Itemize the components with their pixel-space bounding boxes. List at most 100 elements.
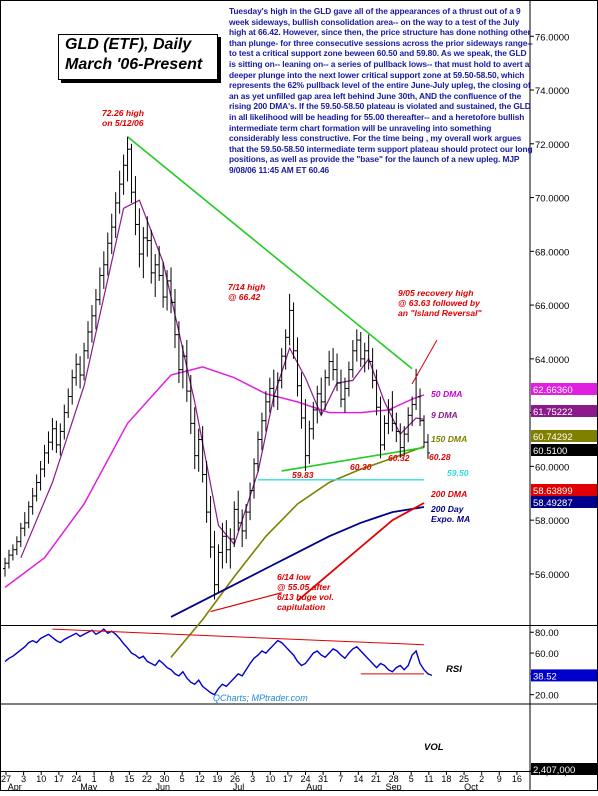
rsi-last-value: 38.52 [533, 671, 557, 682]
ohlc-bar [161, 262, 166, 308]
ohlc-bar [184, 340, 189, 402]
x-month-label: Apr [8, 782, 22, 791]
ohlc-bar [279, 348, 284, 389]
last-value-label: 62.66360 [533, 385, 573, 396]
x-tick-label: 16 [512, 774, 522, 784]
annotation-recovery-pointer [411, 339, 438, 385]
ohlc-bar [18, 522, 23, 548]
ohlc-bar [157, 245, 162, 281]
rsi-trendline [52, 628, 425, 646]
ohlc-bar [259, 412, 264, 451]
last-value-box [531, 484, 597, 496]
ohlc-bar [109, 213, 114, 255]
x-tick-label: 10 [36, 774, 46, 784]
ohlc-bar [70, 369, 75, 405]
x-tick-label: 22 [142, 774, 152, 784]
ohlc-bar [224, 520, 229, 564]
ohlc-bar [30, 487, 35, 515]
chart-title-line-1: GLD (ETF), Daily [65, 36, 192, 53]
last-value-label: 60.74292 [533, 432, 573, 443]
ohlc-bar [263, 391, 268, 432]
ohlc-bar [342, 377, 347, 413]
ohlc-bar [34, 474, 39, 502]
ohlc-bar [287, 293, 292, 346]
ohlc-bar [78, 356, 83, 389]
ohlc-bar [422, 415, 426, 448]
annotation-high-0512: 72.26 high [102, 108, 144, 118]
x-tick-label: 2 [479, 774, 484, 784]
ohlc-bar [74, 353, 79, 386]
ohlc-bar [228, 528, 233, 569]
green-downtrend-line [127, 136, 413, 370]
x-tick-label: 8 [109, 774, 114, 784]
ohlc-bar [145, 216, 150, 257]
label-rsi: RSI [446, 664, 462, 675]
ohlc-bar [350, 340, 355, 378]
ohlc-bar [402, 426, 407, 456]
ohlc-bar [291, 302, 296, 359]
ohlc-bar [327, 350, 332, 386]
price-y-tick-label: 64.0000 [535, 355, 569, 366]
rsi-last-value-box [531, 669, 597, 682]
ohlc-bar [149, 229, 154, 284]
analyst-commentary: Tuesday's high in the GLD gave all of th… [229, 6, 533, 175]
ohlc-bar [3, 557, 7, 577]
x-tick-label: 24 [71, 774, 81, 784]
price-y-tick-label: 60.0000 [535, 462, 569, 473]
ohlc-bar [38, 461, 43, 491]
ohlc-bar [271, 369, 276, 408]
vol-last-value-box [531, 763, 597, 775]
ohlc-bar [101, 251, 106, 289]
ohlc-bar [172, 288, 177, 349]
ohlc-bar [6, 549, 11, 569]
annotation-low-0614: 6/13 huge vol. [277, 592, 334, 602]
x-tick-label: 1 [92, 774, 97, 784]
ohlc-bar [295, 337, 300, 397]
x-tick-label: 27 [1, 774, 11, 784]
ohlc-bar [299, 372, 304, 429]
last-value-label: 58.63899 [533, 486, 573, 497]
label-6028: 60.28 [429, 452, 451, 462]
annotation-low-0614: capitulation [277, 602, 325, 612]
rsi-y-tick-label: 20.00 [535, 691, 559, 702]
label-50-dma: 50 DMA [431, 389, 463, 399]
ohlc-bar [137, 208, 142, 268]
x-tick-label: 15 [124, 774, 134, 784]
price-y-tick-label: 68.0000 [535, 247, 569, 258]
annotation-recovery-high: 9/05 recovery high [398, 288, 473, 298]
ohlc-bar [358, 331, 363, 367]
x-tick-label: 26 [230, 774, 240, 784]
rsi-y-tick-label: 80.00 [535, 628, 559, 639]
ohlc-bar [232, 501, 237, 548]
x-tick-label: 7 [338, 774, 343, 784]
ohlc-bar [188, 374, 193, 435]
ohlc-bar [319, 377, 324, 416]
ohlc-bar [153, 254, 158, 298]
ohlc-bar [141, 227, 146, 279]
last-value-box [531, 496, 597, 508]
x-tick-label: 11 [424, 774, 433, 784]
chart-title-box: GLD (ETF), Daily March '06-Present [58, 34, 218, 80]
ohlc-bar [382, 415, 387, 451]
ohlc-bar [133, 176, 138, 236]
x-month-label: Jul [233, 782, 245, 791]
ohlc-bar [180, 345, 185, 389]
x-month-label: Sep [386, 782, 402, 791]
label-200-ema: 200 Day [430, 504, 465, 514]
x-tick-label: 24 [300, 774, 310, 784]
label-6030: 60.30 [350, 462, 372, 472]
ohlc-bar [169, 267, 174, 314]
ohlc-bar [362, 342, 367, 373]
ohlc-bar [315, 385, 320, 424]
ohlc-bar [208, 495, 213, 558]
x-tick-label: 30 [160, 774, 170, 784]
ohlc-bar [220, 522, 225, 569]
ohlc-bar [82, 342, 87, 381]
x-tick-label: 14 [353, 774, 363, 784]
ohlc-bar [240, 509, 245, 548]
x-tick-label: 21 [371, 774, 381, 784]
last-value-box [531, 430, 597, 442]
x-month-label: May [80, 782, 98, 791]
last-value-label: 58.49287 [533, 498, 573, 509]
ohlc-bar [125, 136, 130, 182]
